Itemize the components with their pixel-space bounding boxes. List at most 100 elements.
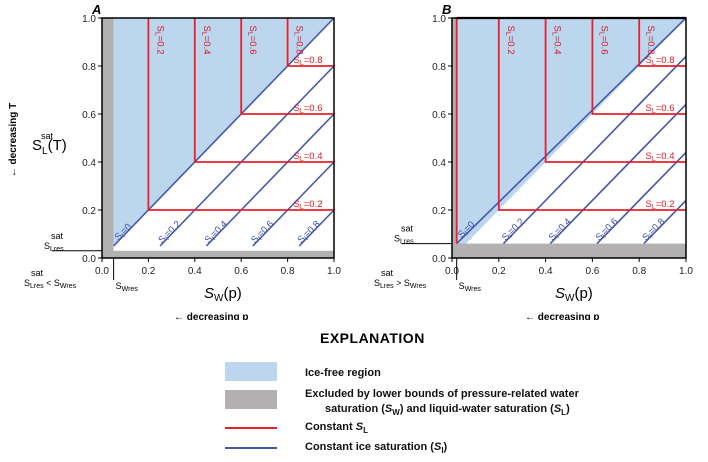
sl-label-vertical-1: SL=0.4 bbox=[551, 25, 563, 54]
si-label-3: SI=0.6 bbox=[594, 216, 622, 244]
x-tick-label: 1.0 bbox=[327, 266, 341, 277]
x-tick-label: 0.2 bbox=[492, 266, 506, 277]
panel-letter: A bbox=[91, 2, 101, 17]
sl-label-vertical-1: SL=0.4 bbox=[200, 25, 212, 54]
x-tick-label: 1.0 bbox=[679, 266, 693, 277]
y-tick-label: 1.0 bbox=[432, 14, 446, 25]
si-label-1: SI=0.2 bbox=[500, 216, 528, 244]
sl-label-horizontal-2: SL=0.6 bbox=[645, 103, 674, 115]
constant-si-line-3 bbox=[252, 161, 335, 247]
y-tick-label: 1.0 bbox=[82, 14, 96, 25]
x-tick-label: 0.0 bbox=[445, 266, 459, 277]
constant-si-line-0 bbox=[456, 17, 687, 245]
constant-sl-line-3 bbox=[286, 18, 334, 67]
constant-si-line-1 bbox=[159, 65, 335, 247]
s-wres-label: SWres bbox=[459, 281, 482, 293]
constant-sl-line-0 bbox=[497, 18, 686, 211]
condition-sup: sat bbox=[381, 268, 394, 278]
s-lres-sup: sat bbox=[51, 231, 64, 241]
sl-label-vertical-2: SL=0.6 bbox=[246, 25, 258, 54]
constant-sl-line-2 bbox=[591, 18, 686, 115]
x-direction-label: ← decreasing p bbox=[525, 312, 599, 320]
condition-label: SLres > SWres bbox=[374, 278, 427, 290]
y-direction-label: ← decreasing T bbox=[8, 103, 19, 177]
constant-si-line-0 bbox=[113, 17, 335, 247]
sl-label-horizontal-1: SL=0.4 bbox=[645, 151, 674, 163]
legend-constant-si-line bbox=[225, 447, 277, 449]
y-tick-label: 0.6 bbox=[432, 110, 446, 121]
x-tick-label: 0.4 bbox=[188, 266, 202, 277]
constant-sl-line-2 bbox=[240, 18, 334, 115]
y-axis-title: SL(T) bbox=[32, 137, 67, 157]
sl-label-horizontal-0: SL=0.2 bbox=[645, 199, 674, 211]
constant-si-line-2 bbox=[549, 103, 687, 245]
constant-sl-line-1 bbox=[193, 18, 334, 163]
si-label-2: SI=0.4 bbox=[547, 216, 575, 244]
x-tick-label: 0.6 bbox=[234, 266, 248, 277]
s-wres-label: SWres bbox=[116, 281, 139, 293]
excluded-region-horizontal bbox=[452, 243, 686, 258]
y-tick-label: 0.0 bbox=[432, 254, 446, 265]
si-label-1: SI=0.2 bbox=[156, 219, 184, 247]
excluded-region-vertical bbox=[102, 18, 114, 258]
sl-label-vertical-3: SL=0.8 bbox=[644, 25, 656, 54]
y-tick-label: 0.2 bbox=[432, 206, 446, 217]
y-tick-label: 0.0 bbox=[82, 254, 96, 265]
y-axis-sup: sat bbox=[41, 131, 54, 141]
sl-label-horizontal-3: SL=0.8 bbox=[645, 55, 674, 67]
constant-si-line-3 bbox=[596, 151, 687, 245]
figure-canvas: 0.0 0.2 0.4 0.6 0.8 1.00.00.20.40.60.81.0ASL=… bbox=[8, 2, 693, 320]
legend-excluded-label-1: Excluded by lower bounds of pressure-rel… bbox=[305, 388, 579, 400]
x-tick-label: 0.4 bbox=[539, 266, 553, 277]
sl-label-vertical-3: SL=0.8 bbox=[293, 25, 305, 54]
legend-ice-free-swatch bbox=[225, 362, 277, 381]
x-axis-title: SW(p) bbox=[555, 285, 593, 304]
ice-free-region bbox=[456, 18, 686, 254]
sl-label-horizontal-3: SL=0.8 bbox=[293, 55, 322, 67]
legend-ice-free-label: Ice-free region bbox=[305, 367, 381, 379]
constant-si-line-4 bbox=[298, 209, 335, 247]
s-lres-label: SLres bbox=[44, 241, 64, 253]
plot-frame bbox=[101, 17, 335, 259]
condition-label: SLres < SWres bbox=[24, 278, 77, 290]
y-tick-label: 0.2 bbox=[82, 206, 96, 217]
legend-constant-sl-label: Constant SL bbox=[305, 421, 368, 436]
si-label-4: SI=0.8 bbox=[640, 216, 668, 244]
constant-sl-line-3 bbox=[638, 18, 686, 67]
sl-label-horizontal-1: SL=0.4 bbox=[293, 151, 322, 163]
legend-title: EXPLANATION bbox=[320, 330, 425, 346]
s-lres-sup: sat bbox=[401, 224, 414, 234]
x-axis-title: SW(p) bbox=[204, 285, 242, 304]
condition-sup: sat bbox=[31, 268, 44, 278]
y-tick-label: 0.8 bbox=[82, 62, 96, 73]
si-label-3: SI=0.6 bbox=[249, 219, 277, 247]
panel-a: 0.0 0.2 0.4 0.6 0.8 1.00.00.20.40.60.81.0ASL=… bbox=[8, 2, 341, 320]
x-tick-label: 0.2 bbox=[141, 266, 155, 277]
si-label-4: SI=0.8 bbox=[296, 219, 324, 247]
x-tick-label: 0.6 bbox=[585, 266, 599, 277]
y-tick-label: 0.6 bbox=[82, 110, 96, 121]
y-tick-label: 0.8 bbox=[432, 62, 446, 73]
legend-constant-si-label: Constant ice saturation (SI) bbox=[305, 441, 448, 456]
constant-si-line-4 bbox=[643, 199, 687, 245]
s-lres-label: SLres bbox=[394, 234, 414, 246]
constant-si-line-1 bbox=[502, 55, 687, 245]
legend-constant-sl-line bbox=[225, 427, 277, 429]
sl-label-horizontal-2: SL=0.6 bbox=[293, 103, 322, 115]
sl-label-vertical-0: SL=0.2 bbox=[153, 25, 165, 54]
excluded-region-horizontal bbox=[102, 250, 334, 258]
constant-sl-line-1 bbox=[544, 18, 686, 163]
panel-letter: B bbox=[442, 2, 451, 17]
constant-si-line-2 bbox=[205, 113, 335, 247]
si-label-2: SI=0.4 bbox=[203, 219, 231, 247]
excluded-region-vertical bbox=[452, 18, 457, 258]
x-tick-label: 0.0 bbox=[95, 266, 109, 277]
x-tick-label: 0.8 bbox=[632, 266, 646, 277]
y-tick-label: 0.4 bbox=[432, 158, 446, 169]
legend-excluded-label-2: saturation (SW) and liquid-water saturat… bbox=[325, 403, 570, 418]
panel-b: 0.0 0.2 0.4 0.6 0.8 1.00.00.20.40.60.81.0BSL=… bbox=[374, 2, 693, 320]
y-tick-label: 0.4 bbox=[82, 158, 96, 169]
x-direction-label: ← decreasing p bbox=[174, 312, 248, 320]
sl-label-vertical-0: SL=0.2 bbox=[504, 25, 516, 54]
x-tick-label: 0.8 bbox=[281, 266, 295, 277]
